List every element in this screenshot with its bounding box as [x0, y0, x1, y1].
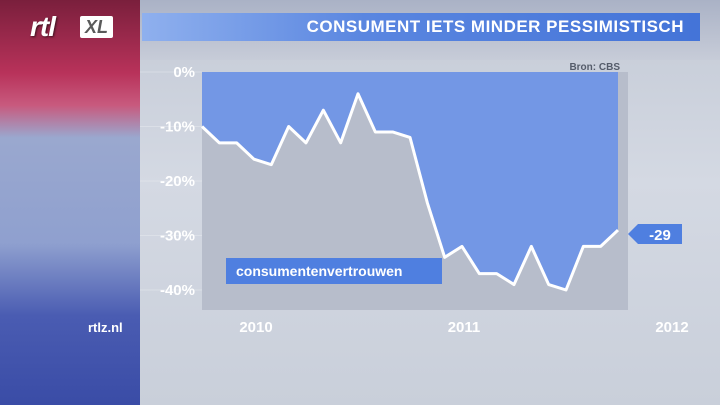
y-tick-label: 0%	[173, 64, 195, 81]
y-tick-label: -10%	[160, 119, 195, 136]
last-value-label: -29	[649, 227, 671, 244]
logo-rtl-text: rtl	[30, 11, 56, 42]
x-tick-label: 2012	[655, 319, 688, 336]
title-bar: CONSUMENT IETS MINDER PESSIMISTISCH	[142, 13, 700, 41]
left-color-band	[0, 0, 140, 405]
rtl-xl-logo: rtl XL	[30, 12, 122, 42]
y-tick-label: -40%	[160, 282, 195, 299]
y-tick-label: -20%	[160, 173, 195, 190]
site-url: rtlz.nl	[88, 320, 123, 335]
x-tick-label: 2010	[239, 319, 272, 336]
x-tick-label: 2011	[448, 319, 481, 336]
last-value-badge	[628, 224, 682, 244]
legend-box	[226, 258, 442, 284]
chart-title: CONSUMENT IETS MINDER PESSIMISTISCH	[306, 17, 684, 36]
legend-label: consumentenvertrouwen	[236, 263, 402, 279]
y-tick-label: -30%	[160, 228, 195, 245]
logo-xl-text: XL	[80, 16, 114, 38]
source-label: Bron: CBS	[569, 62, 620, 73]
area-fill	[202, 72, 618, 290]
